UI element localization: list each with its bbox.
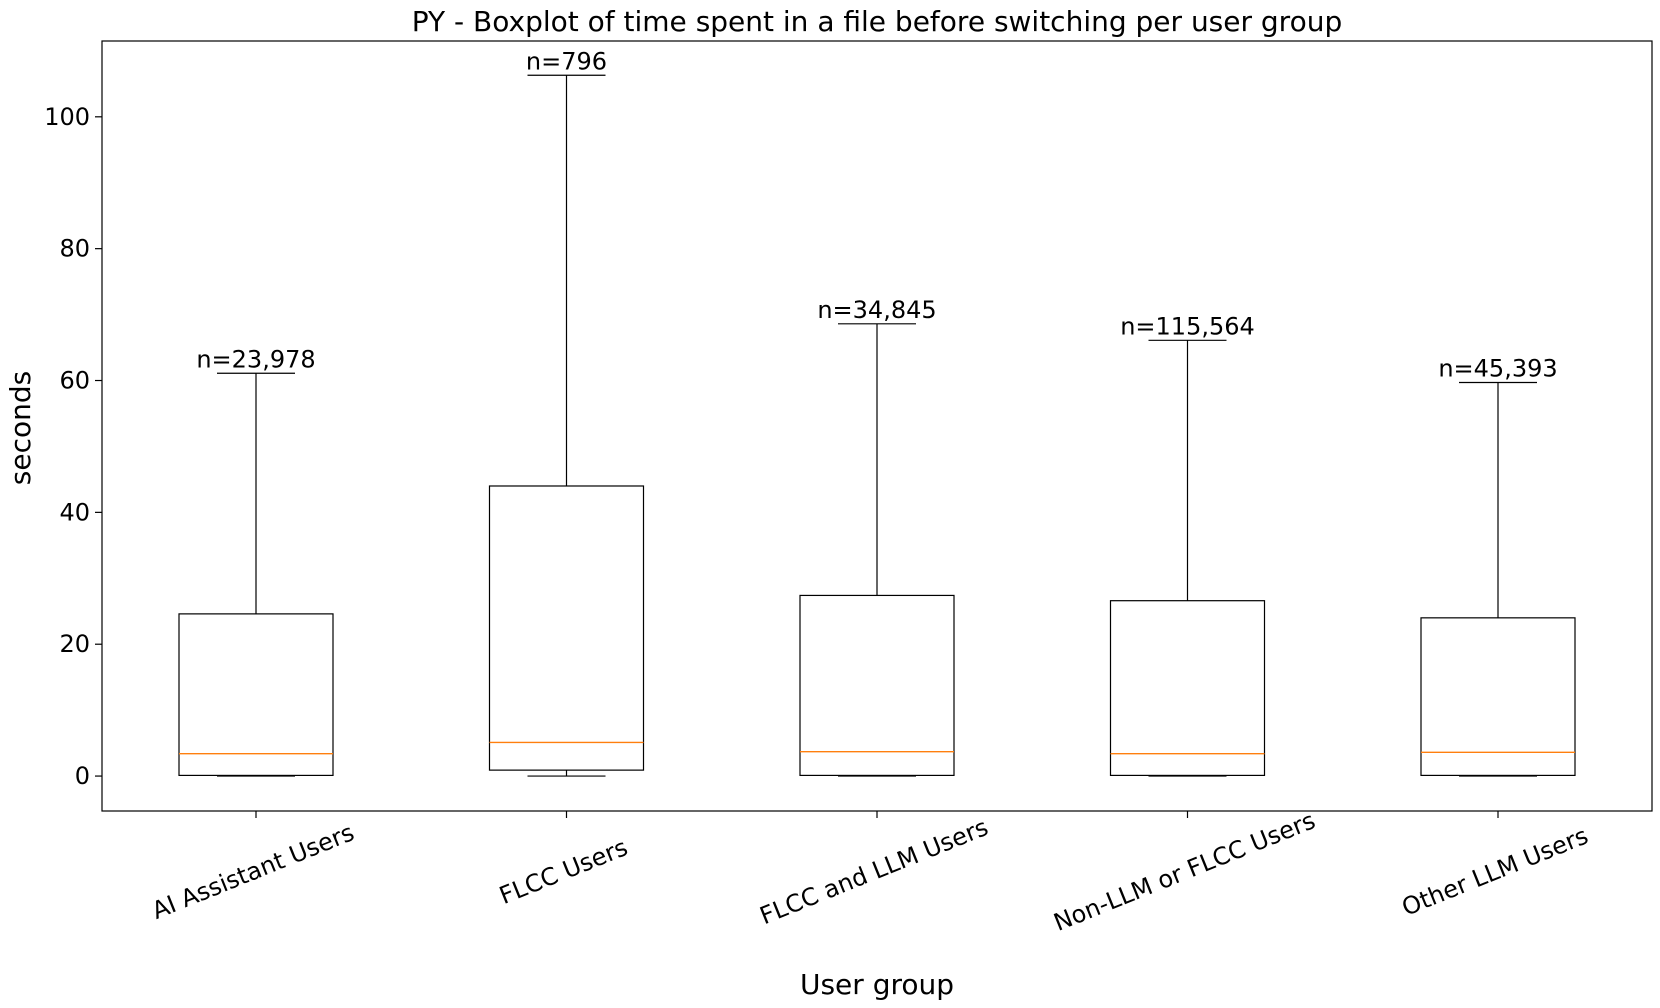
y-tick-label: 80 bbox=[59, 235, 90, 263]
box-2: n=796 bbox=[488, 47, 645, 777]
y-tick-label: 40 bbox=[59, 498, 90, 526]
x-tick-label: FLCC Users bbox=[495, 833, 631, 910]
x-tick-label-group: Other LLM Users bbox=[1398, 822, 1592, 922]
x-tick-label-group: FLCC Users bbox=[495, 833, 631, 910]
box-1: n=23,978 bbox=[178, 345, 334, 777]
x-tick-label-group: AI Assistant Users bbox=[148, 818, 358, 925]
iqr-box bbox=[488, 485, 645, 771]
y-axis-label-group: seconds bbox=[4, 371, 37, 485]
count-label: n=796 bbox=[526, 47, 607, 75]
chart-title: PY - Boxplot of time spent in a file bef… bbox=[412, 5, 1342, 38]
count-label: n=45,393 bbox=[1438, 354, 1557, 382]
y-axis: 0 20 40 60 80 100 bbox=[44, 103, 102, 790]
x-tick-label-group: Non-LLM or FLCC Users bbox=[1050, 806, 1319, 937]
count-label: n=115,564 bbox=[1120, 312, 1255, 340]
plot-area: n=23,978 n=796 n=34,845 n=115,564 n=45,393 bbox=[178, 47, 1576, 777]
box-5: n=45,393 bbox=[1420, 354, 1576, 777]
y-axis-label: seconds bbox=[4, 371, 37, 485]
iqr-box bbox=[1420, 617, 1576, 777]
x-axis-label: User group bbox=[800, 968, 954, 1001]
x-tick-label: AI Assistant Users bbox=[148, 818, 358, 925]
iqr-box bbox=[178, 613, 334, 777]
x-tick-label: Other LLM Users bbox=[1398, 822, 1592, 922]
y-tick-label: 100 bbox=[44, 103, 90, 131]
count-label: n=23,978 bbox=[196, 345, 315, 373]
x-tick-label: FLCC and LLM Users bbox=[756, 813, 992, 930]
box-3: n=34,845 bbox=[799, 296, 955, 777]
y-tick-label: 0 bbox=[75, 762, 90, 790]
box-4: n=115,564 bbox=[1109, 312, 1266, 777]
iqr-box bbox=[799, 594, 955, 777]
x-tick-label: Non-LLM or FLCC Users bbox=[1050, 806, 1319, 937]
y-tick-label: 60 bbox=[59, 367, 90, 395]
plot-frame bbox=[101, 40, 1653, 812]
y-tick-label: 20 bbox=[59, 630, 90, 658]
x-axis: AI Assistant Users FLCC Users FLCC and LLM… bbox=[148, 806, 1592, 937]
count-label: n=34,845 bbox=[817, 296, 936, 324]
x-tick-label-group: FLCC and LLM Users bbox=[756, 813, 992, 930]
iqr-box bbox=[1109, 600, 1266, 777]
